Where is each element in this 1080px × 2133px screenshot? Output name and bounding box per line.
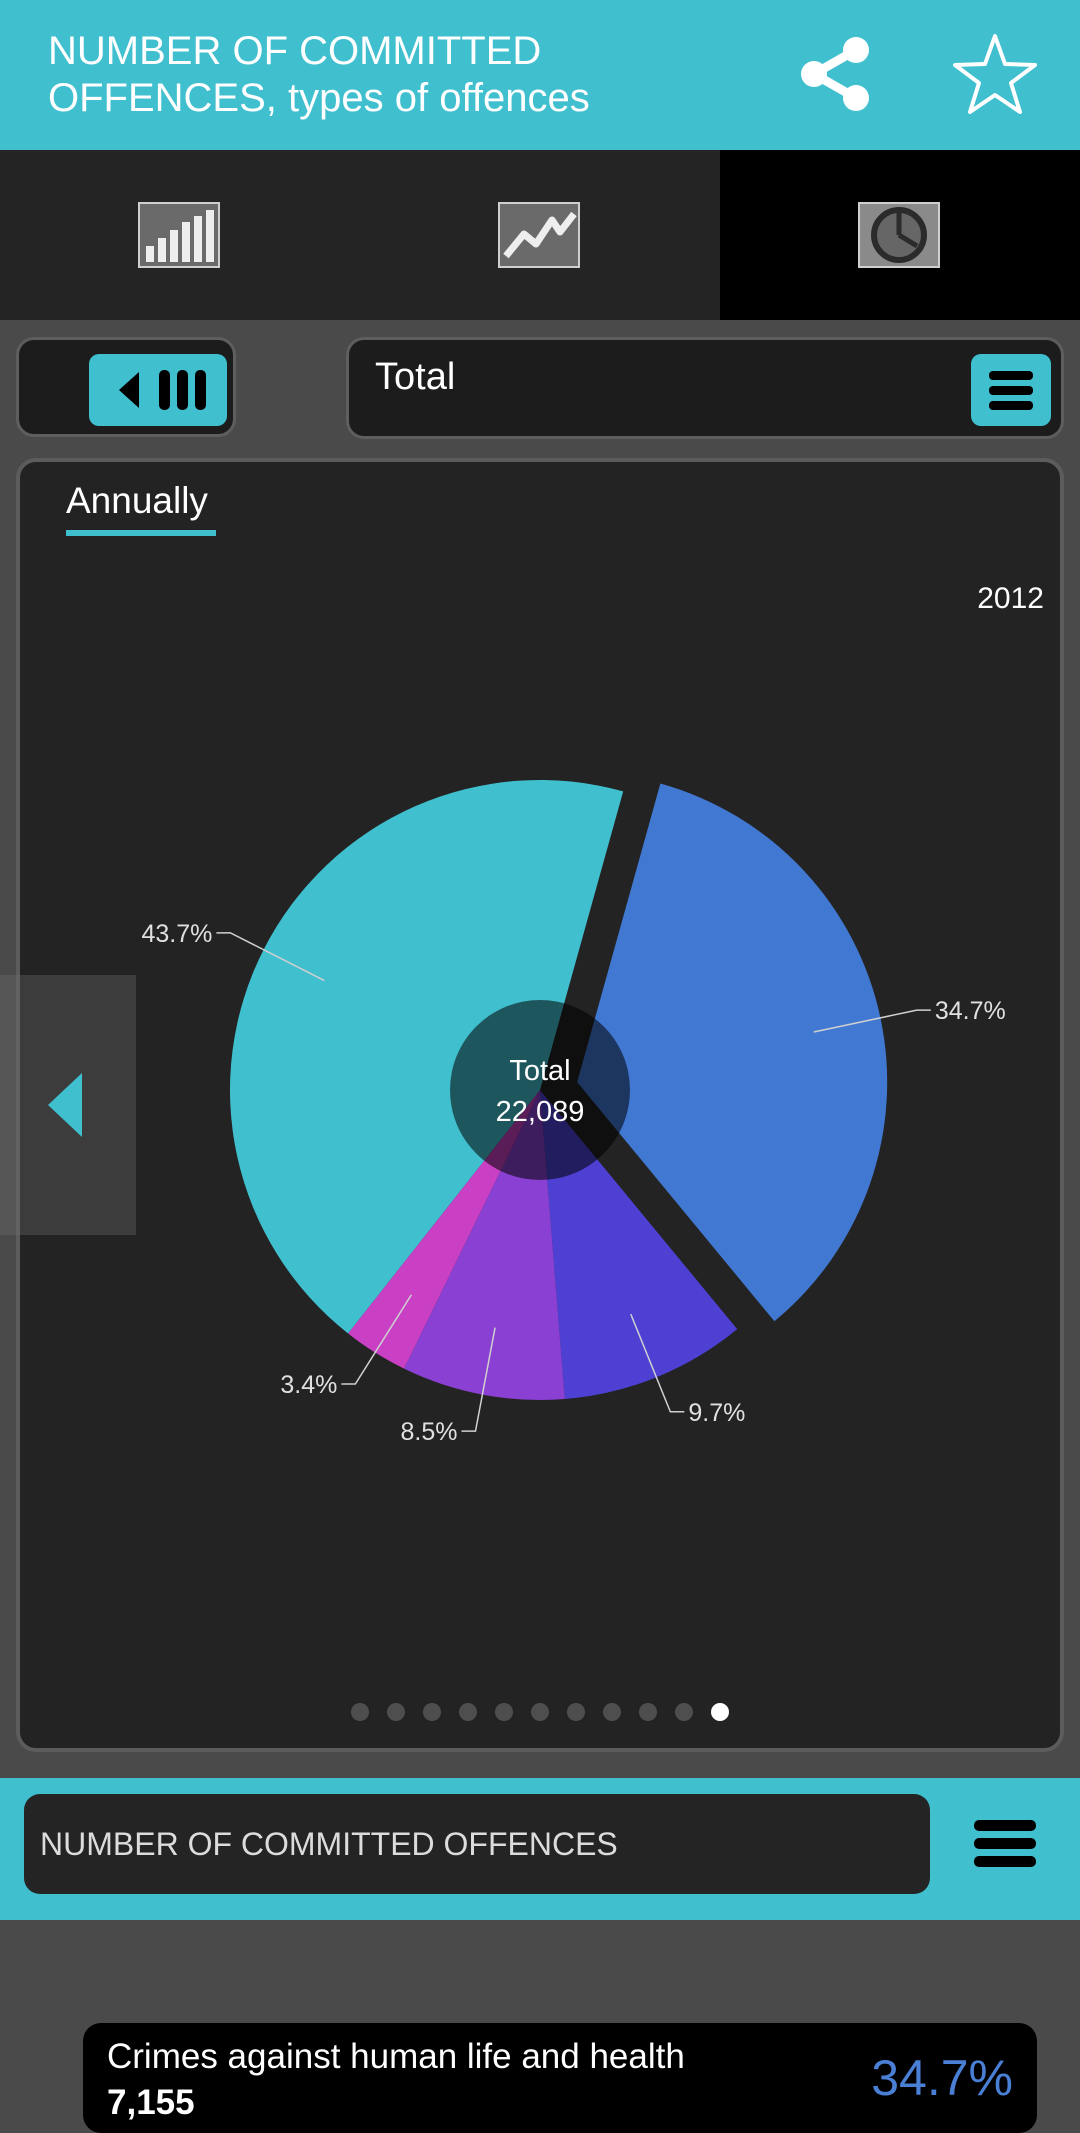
- pie-slice-label: 9.7%: [688, 1399, 745, 1427]
- page-title: NUMBER OF COMMITTED OFFENCES, types of o…: [48, 28, 748, 122]
- tab-annually[interactable]: Annually: [66, 480, 208, 521]
- favorite-button[interactable]: [950, 30, 1040, 120]
- collapse-panel-button[interactable]: [89, 354, 227, 426]
- dataset-select[interactable]: NUMBER OF COMMITTED OFFENCES: [24, 1794, 930, 1894]
- pie-chart-icon: [858, 202, 940, 268]
- share-icon: [801, 37, 869, 111]
- category-select[interactable]: Total: [346, 337, 1064, 439]
- page-dot[interactable]: [387, 1703, 405, 1721]
- selected-category-name: Crimes against human life and health: [107, 2037, 685, 2076]
- panel-toggle: [16, 337, 236, 437]
- selected-slice-info: Crimes against human life and health 7,1…: [83, 2023, 1037, 2133]
- page-dot[interactable]: [495, 1703, 513, 1721]
- selected-category-percent: 34.7%: [871, 2050, 1013, 2106]
- bar-chart-icon: [138, 202, 220, 268]
- previous-chart-button[interactable]: [0, 975, 136, 1235]
- pie-center-label: Total: [509, 1055, 570, 1087]
- chart-type-tabs: [0, 150, 1080, 320]
- pie-slice-label: 43.7%: [142, 920, 213, 948]
- tab-annually-indicator: [66, 530, 216, 536]
- selected-category-value: 7,155: [107, 2083, 195, 2122]
- pie-center-value: 22,089: [496, 1096, 585, 1128]
- collapse-panel-icon: [119, 370, 206, 410]
- star-icon: [953, 34, 1037, 114]
- pie-slice-2[interactable]: [577, 783, 888, 1322]
- menu-icon: [974, 1820, 1036, 1867]
- tab-pie-chart[interactable]: [720, 150, 1080, 320]
- page-dot[interactable]: [603, 1703, 621, 1721]
- page-dot[interactable]: [351, 1703, 369, 1721]
- share-button[interactable]: [786, 30, 886, 120]
- chevron-left-icon: [48, 1073, 82, 1137]
- page-dot[interactable]: [567, 1703, 585, 1721]
- dataset-select-value: NUMBER OF COMMITTED OFFENCES: [40, 1826, 618, 1862]
- pie-slice-1[interactable]: [230, 779, 624, 1334]
- pie-slice-label: 3.4%: [280, 1371, 337, 1399]
- page-dot[interactable]: [423, 1703, 441, 1721]
- title-line-1: NUMBER OF COMMITTED: [48, 29, 542, 73]
- menu-icon: [989, 371, 1033, 410]
- tab-bar-chart[interactable]: [0, 150, 360, 320]
- app-header: NUMBER OF COMMITTED OFFENCES, types of o…: [0, 0, 1080, 150]
- footer-menu-button[interactable]: [970, 1804, 1040, 1884]
- title-line-2: OFFENCES, types of offences: [48, 76, 590, 120]
- category-menu-button[interactable]: [971, 354, 1051, 426]
- page-dot[interactable]: [459, 1703, 477, 1721]
- category-select-value: Total: [375, 356, 456, 398]
- page-dot[interactable]: [675, 1703, 693, 1721]
- page-dot[interactable]: [531, 1703, 549, 1721]
- page-dot[interactable]: [711, 1703, 729, 1721]
- year-label: 2012: [977, 582, 1044, 615]
- pie-slice-label: 34.7%: [935, 997, 1006, 1025]
- page-indicator: [351, 1703, 731, 1723]
- tab-line-chart[interactable]: [360, 150, 720, 320]
- page-dot[interactable]: [639, 1703, 657, 1721]
- line-chart-icon: [498, 202, 580, 268]
- footer-bar: NUMBER OF COMMITTED OFFENCES: [0, 1778, 1080, 1920]
- pie-slice-label: 8.5%: [400, 1418, 457, 1446]
